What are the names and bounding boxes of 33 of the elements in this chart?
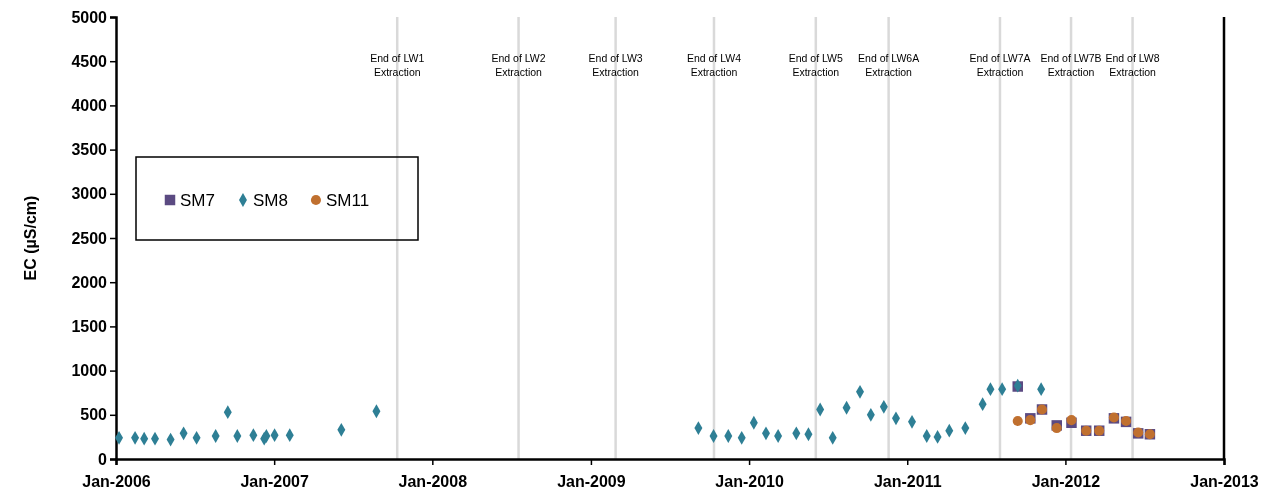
y-tick-label: 1500 <box>71 318 108 336</box>
ref-line-label: End of LW8 Extraction <box>1105 52 1160 78</box>
point <box>1012 415 1023 427</box>
ref-line-label: End of LW2 Extraction <box>491 52 546 78</box>
ref-line-label: End of LW6A Extraction <box>858 52 920 78</box>
ref-line-label: End of LW7B Extraction <box>1040 52 1102 78</box>
ref-line-label: End of LW4 Extraction <box>686 52 742 78</box>
y-tick-label: 2000 <box>71 273 108 291</box>
y-axis-title: EC (µS/cm) <box>22 195 39 281</box>
legend-label: SM8 <box>252 191 288 210</box>
x-tick-label: Jan-2006 <box>82 473 151 491</box>
x-tick-label: Jan-2011 <box>873 473 942 491</box>
x-tick-label: Jan-2010 <box>715 473 784 491</box>
legend-label: SM7 <box>180 191 215 210</box>
x-tick-label: Jan-2007 <box>240 473 310 491</box>
y-tick-label: 500 <box>80 406 108 424</box>
y-tick-label: 0 <box>98 450 108 468</box>
ref-line-label: End of LW3 Extraction <box>588 52 643 78</box>
ref-line-label: End of LW5 Extraction <box>788 52 844 78</box>
x-tick-label: Jan-2009 <box>557 473 626 491</box>
ref-line-label: End of LW7A Extraction <box>969 52 1031 78</box>
y-tick-label: 3000 <box>71 185 108 203</box>
y-tick-label: 5000 <box>71 8 108 26</box>
ref-line-label: End of LW1 Extraction <box>370 52 425 78</box>
x-tick-label: Jan-2013 <box>1190 473 1259 491</box>
legend-label: SM11 <box>325 191 370 210</box>
y-tick-label: 3500 <box>71 141 108 159</box>
x-tick-label: Jan-2012 <box>1031 473 1101 491</box>
y-tick-label: 1000 <box>71 362 108 380</box>
x-tick-label: Jan-2008 <box>398 473 468 491</box>
y-tick-label: 2500 <box>71 229 108 247</box>
y-tick-label: 4500 <box>71 52 108 70</box>
y-tick-label: 4000 <box>71 97 108 115</box>
